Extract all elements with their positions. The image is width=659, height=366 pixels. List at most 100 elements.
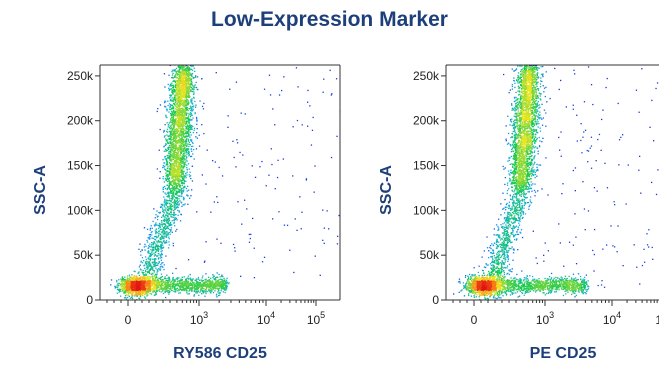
event-point [165, 143, 167, 146]
event-point [198, 279, 201, 281]
event-point [176, 175, 178, 177]
event-point [183, 155, 185, 158]
event-point [171, 150, 173, 152]
event-point [155, 214, 157, 216]
event-point [168, 131, 171, 133]
event-point [166, 170, 168, 173]
event-point [187, 115, 190, 117]
event-point [167, 225, 169, 227]
event-point [171, 122, 173, 124]
event-point [185, 120, 187, 122]
event-point [151, 281, 153, 283]
event-point [174, 122, 176, 125]
event-point [162, 240, 165, 243]
event-point [172, 123, 174, 125]
event-point [175, 147, 177, 150]
event-point [162, 219, 164, 222]
event-point [182, 84, 184, 86]
event-point [196, 288, 198, 291]
event-point [183, 95, 185, 97]
event-point [188, 63, 189, 64]
event-point [181, 113, 184, 115]
event-point [179, 190, 181, 192]
event-point [187, 138, 190, 141]
event-point [173, 179, 175, 181]
event-point [173, 182, 175, 184]
event-point [178, 204, 180, 206]
event-point [169, 166, 172, 168]
event-point [175, 142, 178, 144]
event-point [173, 130, 175, 133]
event-point [146, 283, 148, 286]
event-point [193, 91, 195, 93]
event-point [203, 132, 205, 135]
event-point [172, 131, 175, 133]
event-point [181, 137, 183, 139]
event-point [192, 148, 195, 151]
event-point [169, 125, 171, 127]
event-point [188, 62, 189, 63]
event-point [131, 295, 133, 297]
event-point [168, 241, 170, 243]
event-point [159, 230, 161, 232]
event-point [183, 94, 186, 96]
event-point [152, 288, 155, 290]
event-point [169, 121, 171, 123]
event-point [222, 291, 224, 293]
event-point [179, 127, 181, 130]
event-point [173, 76, 176, 78]
event-point [181, 95, 183, 97]
event-point [171, 185, 174, 187]
event-point [186, 143, 189, 145]
event-point [119, 288, 121, 291]
event-point [161, 236, 163, 238]
event-point [190, 155, 193, 157]
event-point [151, 244, 153, 246]
event-point [178, 85, 181, 87]
event-point [131, 281, 133, 283]
event-point [177, 121, 179, 123]
event-point [182, 161, 185, 163]
event-point [172, 193, 174, 195]
event-point [160, 248, 162, 250]
event-point [188, 108, 191, 110]
event-point [157, 289, 159, 291]
event-point [146, 279, 148, 281]
event-point [172, 156, 174, 158]
event-point [168, 87, 170, 89]
event-point [157, 255, 159, 257]
event-point [175, 104, 177, 107]
event-point [156, 245, 158, 247]
event-point [183, 83, 185, 85]
event-point [144, 243, 146, 246]
event-point [152, 258, 154, 260]
event-point [139, 264, 141, 266]
event-point [179, 281, 181, 283]
event-point [158, 290, 161, 292]
event-point [167, 135, 169, 138]
event-point [191, 75, 193, 78]
event-point [162, 244, 164, 246]
event-point [183, 133, 185, 135]
event-point [171, 187, 173, 189]
event-point [170, 147, 172, 149]
event-point [172, 278, 174, 281]
event-point [174, 63, 175, 64]
event-point [174, 177, 177, 179]
event-point [222, 288, 224, 290]
event-point [174, 110, 177, 113]
event-point [167, 247, 170, 249]
event-point [157, 280, 160, 282]
event-point [154, 277, 156, 280]
event-point [186, 167, 188, 169]
event-point [181, 56, 182, 57]
event-point [152, 264, 155, 266]
event-point [190, 79, 192, 81]
event-point [154, 261, 156, 263]
event-point [196, 292, 198, 294]
event-point [174, 84, 177, 86]
event-point [179, 88, 181, 90]
event-point [177, 203, 179, 206]
event-point [181, 142, 183, 145]
event-point [201, 284, 203, 286]
